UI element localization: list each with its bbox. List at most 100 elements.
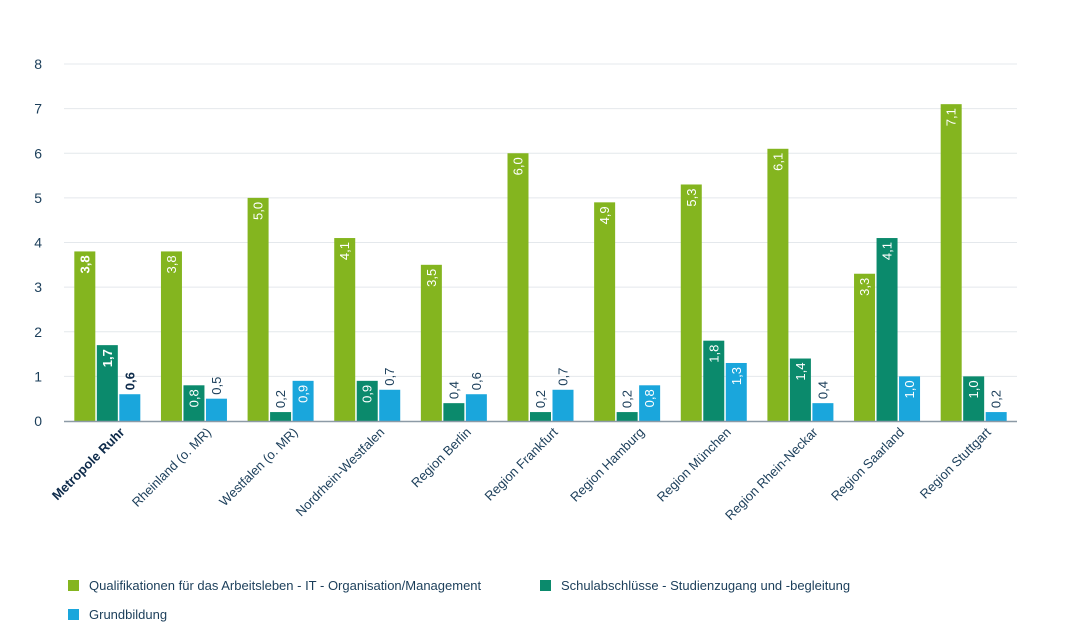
bars bbox=[74, 104, 1007, 421]
legend-item-schulabschluesse: Schulabschlüsse - Studienzugang und -beg… bbox=[540, 578, 850, 593]
bar-region-hamburg-schulabschluesse-studien bbox=[616, 412, 638, 421]
bar-value-label: 0,2 bbox=[620, 390, 635, 408]
x-tick-label-nordrhein-westfalen: Nordrhein-Westfalen bbox=[293, 425, 388, 520]
x-tick-label-westfalen-o-mr: Westfalen (o. MR) bbox=[216, 425, 301, 510]
bar-value-label: 1,7 bbox=[100, 349, 115, 367]
y-tick-label: 5 bbox=[34, 190, 42, 206]
bar-value-label: 0,2 bbox=[273, 390, 288, 408]
bar-value-label: 3,3 bbox=[857, 278, 872, 296]
bar-region-saarland-qualifikationen-fuer-das bbox=[854, 273, 876, 421]
bar-region-muenchen-grundbildung bbox=[725, 362, 747, 421]
legend-swatch-grundbildung bbox=[68, 609, 79, 620]
y-tick-label: 4 bbox=[34, 235, 42, 251]
bar-westfalen-o-mr-qualifikationen-fuer-das bbox=[247, 197, 269, 421]
legend-item-qualifikationen: Qualifikationen für das Arbeitsleben - I… bbox=[68, 578, 481, 593]
x-tick-label-region-stuttgart: Region Stuttgart bbox=[917, 424, 994, 501]
x-axis: Metropole Ruhr Rheinland (o. MR) Westfalen… bbox=[49, 420, 1017, 523]
bar-value-label: 0,6 bbox=[469, 372, 484, 390]
y-tick-label: 2 bbox=[34, 324, 42, 340]
bar-value-label: 1,0 bbox=[902, 380, 917, 398]
x-tick-label-region-hamburg: Region Hamburg bbox=[567, 425, 647, 505]
legend-swatch-qualifikationen bbox=[68, 580, 79, 591]
bar-region-hamburg-grundbildung bbox=[639, 385, 661, 421]
bar-region-saarland-grundbildung bbox=[899, 376, 921, 421]
bar-metropole-ruhr-schulabschluesse-studien bbox=[96, 345, 118, 421]
y-tick-label: 1 bbox=[34, 368, 42, 384]
bar-value-label: 0,5 bbox=[209, 377, 224, 395]
bar-value-label: 6,1 bbox=[770, 153, 785, 171]
bar-value-label: 6,0 bbox=[511, 157, 526, 175]
bar-labels: 3,8 1,7 0,6 3,8 0,8 0,5 5,0 0,2 0,9 4,1 0,9 0,7 3,5 0… bbox=[77, 108, 1003, 408]
bar-value-label: 4,9 bbox=[597, 206, 612, 224]
bar-value-label: 0,9 bbox=[360, 385, 375, 403]
bar-value-label: 0,2 bbox=[989, 390, 1004, 408]
bar-value-label: 0,7 bbox=[556, 368, 571, 386]
y-tick-label: 8 bbox=[34, 56, 42, 72]
bar-region-berlin-grundbildung bbox=[465, 394, 487, 421]
bar-region-frankfurt-schulabschluesse-studien bbox=[530, 412, 551, 421]
bar-region-stuttgart-qualifikationen-fuer-das bbox=[940, 104, 962, 421]
bar-westfalen-o-mr-schulabschluesse-studien bbox=[270, 412, 292, 421]
bar-region-rhein-neckar-qualifikationen-fuer-das bbox=[767, 148, 789, 421]
bar-value-label: 7,1 bbox=[944, 108, 959, 126]
bar-nordrhein-westfalen-qualifikationen-fuer-das bbox=[334, 238, 356, 421]
bar-region-berlin-qualifikationen-fuer-das bbox=[420, 264, 442, 421]
bar-value-label: 3,8 bbox=[164, 255, 179, 273]
x-tick-label-metropole-ruhr: Metropole Ruhr bbox=[49, 425, 128, 504]
bar-value-label: 0,9 bbox=[296, 385, 311, 403]
bar-region-stuttgart-grundbildung bbox=[985, 412, 1007, 421]
bar-westfalen-o-mr-grundbildung bbox=[292, 380, 314, 421]
legend-item-grundbildung: Grundbildung bbox=[68, 607, 167, 622]
gridlines bbox=[64, 63, 1017, 377]
bar-value-label: 4,1 bbox=[880, 242, 895, 260]
bar-value-label: 0,7 bbox=[382, 368, 397, 386]
bar-rheinland-o-mr-schulabschluesse-studien bbox=[183, 385, 205, 421]
y-tick-label: 3 bbox=[34, 279, 42, 295]
bar-value-label: 0,2 bbox=[533, 390, 548, 408]
y-axis: 0 1 2 3 4 5 6 7 8 bbox=[34, 56, 42, 429]
x-tick-label-region-rhein-neckar: Region Rhein-Neckar bbox=[722, 424, 821, 523]
x-tick-label-rheinland-o-mr: Rheinland (o. MR) bbox=[129, 425, 214, 510]
bar-value-label: 0,8 bbox=[186, 389, 201, 407]
x-tick-label-region-saarland: Region Saarland bbox=[828, 425, 907, 504]
y-tick-label: 7 bbox=[34, 101, 42, 117]
x-tick-label-region-berlin: Region Berlin bbox=[408, 425, 474, 491]
bar-value-label: 1,3 bbox=[729, 367, 744, 385]
bar-rheinland-o-mr-grundbildung bbox=[205, 398, 227, 421]
bar-nordrhein-westfalen-grundbildung bbox=[379, 389, 401, 421]
bar-value-label: 0,4 bbox=[446, 381, 461, 399]
bar-region-stuttgart-schulabschluesse-studien bbox=[963, 376, 985, 421]
legend-swatch-schulabschluesse bbox=[540, 580, 551, 591]
bar-region-saarland-schulabschluesse-studien bbox=[876, 238, 898, 421]
bar-value-label: 1,4 bbox=[793, 363, 808, 381]
legend-label-qualifikationen: Qualifikationen für das Arbeitsleben - I… bbox=[89, 578, 482, 593]
bar-region-berlin-schulabschluesse-studien bbox=[443, 403, 465, 421]
bar-metropole-ruhr-grundbildung bbox=[119, 394, 141, 421]
bar-region-rhein-neckar-grundbildung bbox=[812, 403, 834, 421]
x-tick-label-region-muenchen: Region München bbox=[654, 425, 734, 505]
legend-label-grundbildung: Grundbildung bbox=[89, 607, 168, 622]
bar-value-label: 5,0 bbox=[251, 202, 266, 220]
bar-value-label: 3,8 bbox=[77, 255, 92, 273]
bar-value-label: 0,6 bbox=[122, 372, 137, 390]
legend-label-schulabschluesse: Schulabschlüsse - Studienzugang und -beg… bbox=[561, 578, 851, 593]
bar-value-label: 1,8 bbox=[706, 345, 721, 363]
bar-region-muenchen-qualifikationen-fuer-das bbox=[680, 184, 702, 421]
bar-nordrhein-westfalen-schulabschluesse-studien bbox=[356, 380, 378, 421]
bar-region-frankfurt-qualifikationen-fuer-das bbox=[507, 153, 529, 421]
bar-value-label: 4,1 bbox=[337, 242, 352, 260]
bar-value-label: 0,4 bbox=[815, 381, 830, 399]
bar-value-label: 1,0 bbox=[966, 380, 981, 398]
bar-value-label: 3,5 bbox=[424, 269, 439, 287]
bar-region-rhein-neckar-schulabschluesse-studien bbox=[789, 358, 811, 421]
y-tick-label: 6 bbox=[34, 145, 42, 161]
bar-value-label: 5,3 bbox=[684, 188, 699, 206]
bar-rheinland-o-mr-qualifikationen-fuer-das bbox=[160, 251, 182, 421]
y-tick-label: 0 bbox=[34, 413, 42, 429]
bar-region-frankfurt-grundbildung bbox=[552, 389, 574, 421]
bar-region-muenchen-schulabschluesse-studien bbox=[703, 340, 725, 421]
x-tick-label-region-frankfurt: Region Frankfurt bbox=[482, 424, 561, 503]
bar-region-hamburg-qualifikationen-fuer-das bbox=[594, 202, 616, 421]
bar-metropole-ruhr-qualifikationen-fuer-das bbox=[74, 251, 96, 421]
